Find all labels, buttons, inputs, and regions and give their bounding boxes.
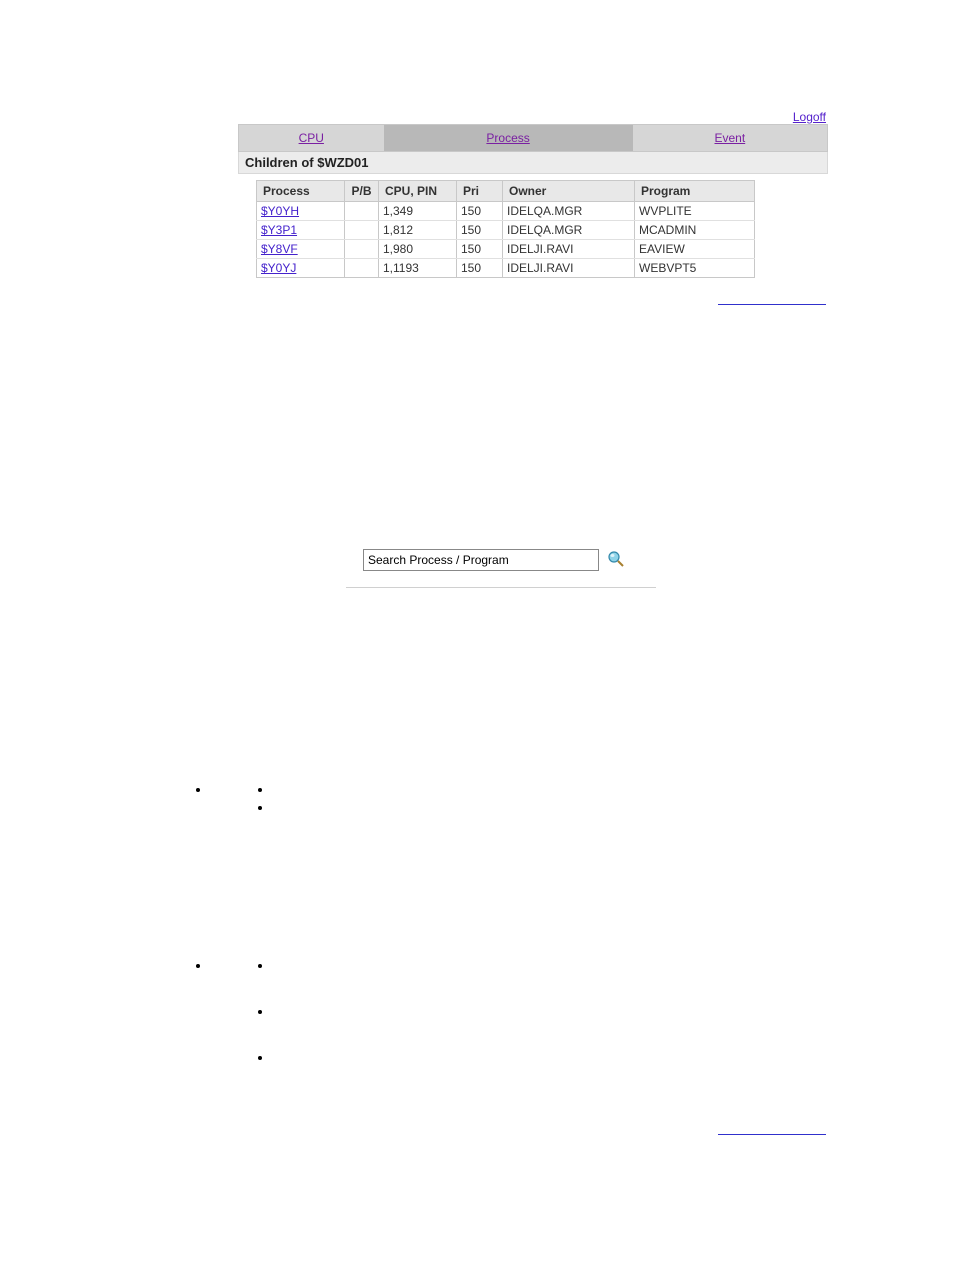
bullet-list-outer: [170, 738, 954, 1064]
bullet-list-inner-1: [272, 782, 954, 814]
cell-pb: [345, 240, 379, 259]
cell-pb: [345, 221, 379, 240]
blank-underlined-link-1[interactable]: [718, 304, 826, 305]
col-header-owner[interactable]: Owner: [503, 181, 635, 202]
bullet-list-inner-2: [272, 958, 954, 1064]
col-header-cpupin[interactable]: CPU, PIN: [379, 181, 457, 202]
cell-pri: 150: [457, 221, 503, 240]
list-item: [210, 894, 954, 1064]
table-row: $Y3P1 1,812150IDELQA.MGRMCADMIN: [257, 221, 755, 240]
col-header-pri[interactable]: Pri: [457, 181, 503, 202]
cell-program: EAVIEW: [635, 240, 755, 259]
cell-cpupin: 1,812: [379, 221, 457, 240]
list-item: [272, 782, 954, 796]
cell-program: MCADMIN: [635, 221, 755, 240]
cell-owner: IDELJI.RAVI: [503, 259, 635, 278]
cell-pb: [345, 259, 379, 278]
process-link[interactable]: $Y0YH: [261, 204, 299, 218]
table-row: $Y8VF 1,980150IDELJI.RAVIEAVIEW: [257, 240, 755, 259]
search-underline: [346, 587, 656, 588]
top-link-bar: Logoff: [238, 108, 828, 124]
search-wrap: [363, 549, 954, 571]
list-item: [272, 958, 954, 972]
cell-pri: 150: [457, 240, 503, 259]
cell-owner: IDELQA.MGR: [503, 221, 635, 240]
table-row: $Y0YJ 1,1193150IDELJI.RAVIWEBVPT5: [257, 259, 755, 278]
list-item: [272, 1004, 954, 1018]
list-item: [210, 738, 954, 894]
process-link[interactable]: $Y8VF: [261, 242, 298, 256]
children-table: Process P/B CPU, PIN Pri Owner Program $…: [256, 180, 755, 278]
tab-event[interactable]: Event: [633, 125, 827, 151]
process-link[interactable]: $Y3P1: [261, 223, 297, 237]
cell-cpupin: 1,349: [379, 202, 457, 221]
cell-program: WEBVPT5: [635, 259, 755, 278]
cell-owner: IDELJI.RAVI: [503, 240, 635, 259]
tab-bar: CPU Process Event: [238, 124, 828, 152]
col-header-pb[interactable]: P/B: [345, 181, 379, 202]
tab-process[interactable]: Process: [384, 125, 633, 151]
search-icon[interactable]: [607, 550, 625, 571]
subtitle-bar: Children of $WZD01: [238, 152, 828, 174]
cell-pri: 150: [457, 259, 503, 278]
list-item: [272, 800, 954, 814]
tab-cpu[interactable]: CPU: [239, 125, 384, 151]
list-item: [272, 1050, 954, 1064]
col-header-program[interactable]: Program: [635, 181, 755, 202]
cell-pb: [345, 202, 379, 221]
table-row: $Y0YH 1,349150IDELQA.MGRWVPLITE: [257, 202, 755, 221]
cell-pri: 150: [457, 202, 503, 221]
cell-owner: IDELQA.MGR: [503, 202, 635, 221]
cell-program: WVPLITE: [635, 202, 755, 221]
search-input[interactable]: [363, 549, 599, 571]
cell-cpupin: 1,980: [379, 240, 457, 259]
process-link[interactable]: $Y0YJ: [261, 261, 296, 275]
table-header-row: Process P/B CPU, PIN Pri Owner Program: [257, 181, 755, 202]
blank-underlined-link-2[interactable]: [718, 1134, 826, 1135]
cell-cpupin: 1,1193: [379, 259, 457, 278]
col-header-process[interactable]: Process: [257, 181, 345, 202]
logoff-link[interactable]: Logoff: [793, 110, 826, 124]
